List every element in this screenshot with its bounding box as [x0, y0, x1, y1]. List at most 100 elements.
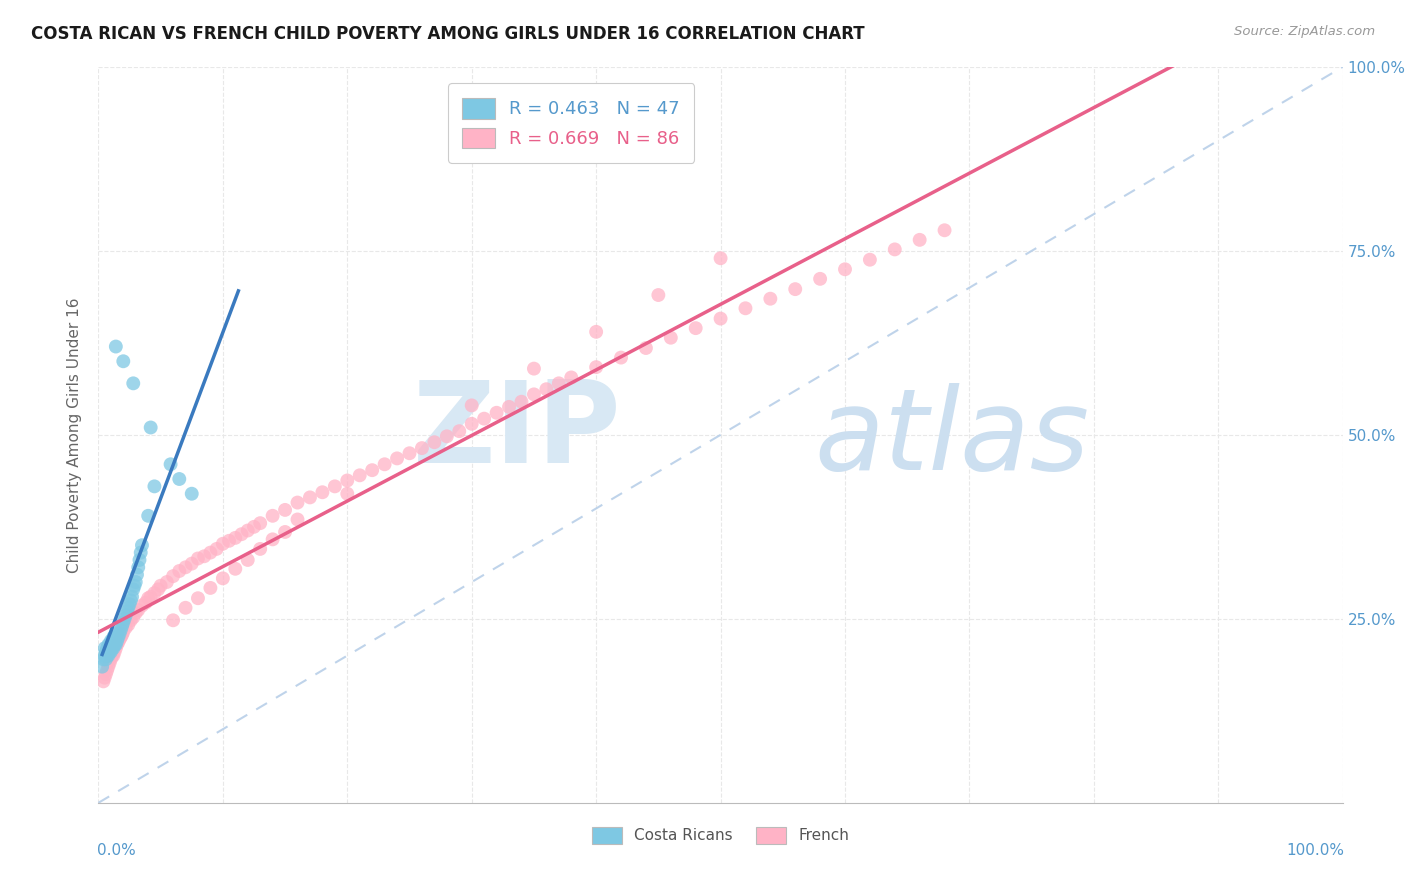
Point: [93, 648, 115, 663]
Point: [112, 625, 135, 640]
Point: [449, 424, 471, 438]
Point: [274, 503, 297, 517]
Point: [114, 608, 136, 623]
Point: [759, 292, 782, 306]
Point: [162, 569, 184, 583]
Point: [93, 652, 115, 666]
Point: [385, 451, 408, 466]
Point: [105, 626, 128, 640]
Point: [287, 495, 309, 509]
Legend: Costa Ricans, French: Costa Ricans, French: [585, 821, 856, 850]
Point: [122, 376, 145, 391]
Point: [149, 579, 172, 593]
Point: [423, 435, 446, 450]
Point: [236, 524, 259, 538]
Text: atlas: atlas: [814, 383, 1090, 494]
Point: [117, 617, 139, 632]
Point: [97, 648, 120, 663]
Point: [101, 648, 124, 663]
Point: [585, 325, 607, 339]
Point: [734, 301, 756, 316]
Point: [547, 376, 569, 391]
Point: [187, 551, 209, 566]
Point: [224, 531, 246, 545]
Point: [523, 361, 546, 376]
Point: [159, 457, 181, 471]
Point: [103, 630, 125, 644]
Point: [107, 630, 129, 644]
Point: [374, 457, 396, 471]
Point: [169, 472, 191, 486]
Point: [498, 400, 520, 414]
Point: [139, 590, 162, 604]
Point: [91, 659, 114, 673]
Point: [100, 633, 122, 648]
Point: [224, 562, 246, 576]
Point: [243, 520, 266, 534]
Point: [128, 553, 150, 567]
Point: [460, 417, 484, 431]
Point: [287, 512, 309, 526]
Text: ZIP: ZIP: [412, 376, 621, 487]
Point: [883, 243, 905, 257]
Point: [104, 641, 127, 656]
Point: [100, 638, 122, 652]
Point: [211, 571, 233, 585]
Point: [298, 491, 321, 505]
Text: 0.0%: 0.0%: [97, 843, 136, 858]
Point: [124, 579, 146, 593]
Text: Source: ZipAtlas.com: Source: ZipAtlas.com: [1234, 25, 1375, 38]
Point: [336, 487, 359, 501]
Point: [127, 603, 149, 617]
Point: [135, 596, 157, 610]
Point: [125, 567, 148, 582]
Point: [104, 638, 127, 652]
Point: [262, 533, 284, 547]
Point: [174, 600, 197, 615]
Point: [523, 387, 546, 401]
Point: [610, 351, 633, 365]
Point: [131, 538, 153, 552]
Point: [485, 406, 508, 420]
Point: [129, 545, 152, 560]
Point: [107, 635, 129, 649]
Point: [108, 632, 131, 647]
Point: [136, 591, 159, 606]
Point: [560, 370, 582, 384]
Point: [97, 659, 120, 673]
Point: [274, 524, 297, 539]
Point: [114, 621, 136, 635]
Point: [131, 599, 153, 613]
Point: [200, 581, 222, 595]
Point: [96, 641, 118, 656]
Point: [634, 341, 657, 355]
Point: [104, 633, 127, 648]
Point: [436, 429, 458, 443]
Point: [398, 446, 420, 460]
Point: [100, 652, 122, 666]
Point: [411, 441, 433, 455]
Point: [94, 667, 117, 681]
Point: [110, 623, 132, 637]
Point: [200, 545, 222, 560]
Point: [685, 321, 707, 335]
Point: [139, 420, 162, 434]
Point: [323, 479, 346, 493]
Point: [908, 233, 931, 247]
Point: [460, 398, 484, 412]
Point: [180, 557, 202, 571]
Point: [98, 645, 121, 659]
Point: [156, 575, 179, 590]
Point: [103, 648, 125, 663]
Point: [125, 575, 148, 590]
Point: [647, 288, 669, 302]
Point: [122, 582, 145, 597]
Point: [104, 630, 127, 644]
Point: [710, 311, 733, 326]
Point: [105, 633, 128, 648]
Point: [100, 645, 122, 659]
Point: [834, 262, 856, 277]
Point: [180, 487, 202, 501]
Point: [112, 615, 135, 630]
Point: [808, 272, 831, 286]
